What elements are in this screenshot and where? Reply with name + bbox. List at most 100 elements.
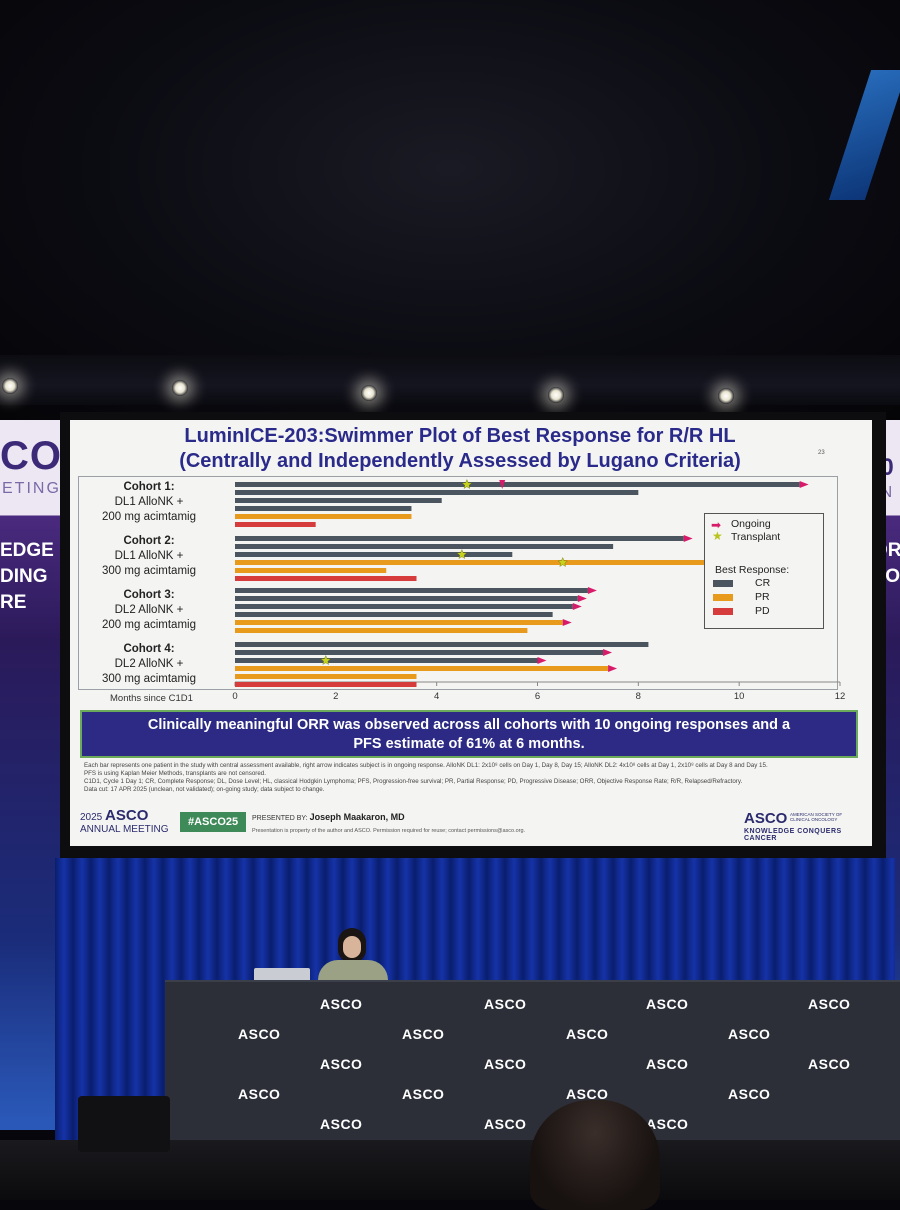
x-tick-label: 6 <box>534 691 541 702</box>
podium-asco-logo: ASCO <box>320 1116 363 1132</box>
patient-bar <box>235 628 528 633</box>
banner-line1: Clinically meaningful ORR was observed a… <box>147 717 791 733</box>
ongoing-arrow <box>577 595 587 602</box>
podium-asco-logo: ASCO <box>808 996 851 1012</box>
key-finding-banner: Clinically meaningful ORR was observed a… <box>80 710 858 758</box>
legend-swatch-cr <box>713 580 733 587</box>
podium-asco-logo: ASCO <box>238 1026 281 1042</box>
patient-bar <box>235 522 316 527</box>
patient-bar <box>235 490 639 495</box>
podium-asco-logo: ASCO <box>320 996 363 1012</box>
cohort-line: 300 mg acimtamig <box>102 565 196 577</box>
patient-bar <box>235 576 417 581</box>
cohort-name: Cohort 4: <box>123 643 175 655</box>
patient-bar <box>235 482 800 487</box>
podium-asco-logo: ASCO <box>484 1116 527 1132</box>
patient-bar <box>235 536 684 541</box>
slide-title-line2: (Centrally and Independently Assessed by… <box>179 450 741 472</box>
legend: Ongoing ➡ Transplant ★ Best Response: CR… <box>704 513 824 629</box>
transplant-star <box>320 654 332 665</box>
presenter-face <box>343 936 361 958</box>
ongoing-arrow <box>537 657 547 664</box>
footnote: PFS is using Kaplan Meier Methods, trans… <box>84 770 266 777</box>
transplant-star <box>557 556 569 567</box>
asco-logo-text: ASCO <box>744 810 788 827</box>
x-tick-label: 2 <box>333 691 339 702</box>
star-icon: ★ <box>712 529 723 543</box>
asco-logo: ASCO AMERICAN SOCIETY OF CLINICAL ONCOLO… <box>744 810 864 842</box>
cohort-line: DL1 AlloNK + <box>114 496 184 508</box>
banner-line2: PFS estimate of 61% at 6 months. <box>353 736 585 752</box>
cohort-name: Cohort 3: <box>123 589 175 601</box>
cohort-line: 200 mg acimtamig <box>102 511 196 523</box>
patient-bar <box>235 596 578 601</box>
spotlight <box>718 388 734 404</box>
asco-tagline: KNOWLEDGE CONQUERS CANCER <box>744 828 842 842</box>
banner-sub: ETING <box>2 480 61 497</box>
podium-asco-logo: ASCO <box>646 1116 689 1132</box>
spotlight <box>2 378 18 394</box>
stage-speaker <box>78 1096 170 1152</box>
podium-asco-logo: ASCO <box>402 1026 445 1042</box>
podium-asco-logo: ASCO <box>484 996 527 1012</box>
podium-asco-logo: ASCO <box>484 1056 527 1072</box>
presenter-figure <box>318 928 388 990</box>
arrow-right-icon: ➡ <box>711 518 722 532</box>
legend-swatch-pd <box>713 608 733 615</box>
slide-title: LuminICE-203:Swimmer Plot of Best Respon… <box>90 424 830 474</box>
x-tick-label: 4 <box>434 691 440 702</box>
x-axis-title: Months since C1D1 <box>110 693 193 704</box>
x-tick-label: 0 <box>232 691 238 702</box>
patient-bar <box>235 498 442 503</box>
spotlight <box>361 385 377 401</box>
ongoing-arrow <box>587 587 597 594</box>
legend-pr: PR <box>755 591 770 603</box>
patient-bar <box>235 642 649 647</box>
ongoing-arrow <box>572 603 582 610</box>
cohort-name: Cohort 2: <box>123 535 175 547</box>
legend-cr: CR <box>755 577 771 589</box>
meeting-name: ANNUAL MEETING <box>80 824 169 835</box>
ongoing-arrow <box>608 665 618 672</box>
podium-asco-logo: ASCO <box>728 1086 771 1102</box>
patient-bar <box>235 514 412 519</box>
patient-bar <box>235 650 604 655</box>
podium-asco-logo: ASCO <box>646 1056 689 1072</box>
slide-title-line1: LuminICE-203:Swimmer Plot of Best Respon… <box>184 425 736 447</box>
patient-bar <box>235 620 563 625</box>
x-tick-label: 8 <box>635 691 641 702</box>
lighting-truss <box>0 355 900 405</box>
property-note: Presentation is property of the author a… <box>252 828 526 834</box>
patient-bar <box>235 544 614 549</box>
ongoing-arrow <box>683 535 693 542</box>
cohort-label-4: Cohort 4: DL2 AlloNK + 300 mg acimtamig <box>74 642 224 687</box>
patient-bar <box>235 588 588 593</box>
slide-footer: 2025 ASCO ANNUAL MEETING #ASCO25 PRESENT… <box>70 806 872 846</box>
cohort-line: DL2 AlloNK + <box>114 658 184 670</box>
spotlight <box>548 387 564 403</box>
patient-bar <box>235 682 417 687</box>
footnote: C1D1, Cycle 1 Day 1; CR, Complete Respon… <box>84 778 743 785</box>
podium-asco-logo: ASCO <box>646 996 689 1012</box>
cohort-line: 200 mg acimtamig <box>102 619 196 631</box>
cohort-label-3: Cohort 3: DL2 AlloNK + 200 mg acimtamig <box>74 588 224 633</box>
presented-by-label: PRESENTED BY: <box>252 815 308 822</box>
stage-podium-backdrop: ASCO ASCO ASCO ASCO ASCO ASCO ASCO ASCO ASCO ASCO… <box>165 980 900 1142</box>
podium-asco-logo: ASCO <box>808 1056 851 1072</box>
legend-pd: PD <box>755 605 770 617</box>
patient-bar <box>235 612 553 617</box>
x-tick-label: 12 <box>834 691 846 702</box>
patient-bar <box>235 568 387 573</box>
event-marker <box>499 480 506 489</box>
swimmer-plot-frame <box>78 476 838 690</box>
patient-bar <box>235 604 573 609</box>
meeting-asco: ASCO <box>105 807 149 824</box>
ongoing-arrow <box>603 649 613 656</box>
presentation-slide: LuminICE-203:Swimmer Plot of Best Respon… <box>70 420 872 846</box>
banner-mark: CO <box>0 434 62 478</box>
slide-number: 23 <box>818 450 825 456</box>
footnote: Each bar represents one patient in the s… <box>84 762 768 769</box>
ongoing-arrow <box>799 481 809 488</box>
meeting-logo: 2025 ASCO ANNUAL MEETING <box>80 807 169 836</box>
cohort-name: Cohort 1: <box>123 481 175 493</box>
